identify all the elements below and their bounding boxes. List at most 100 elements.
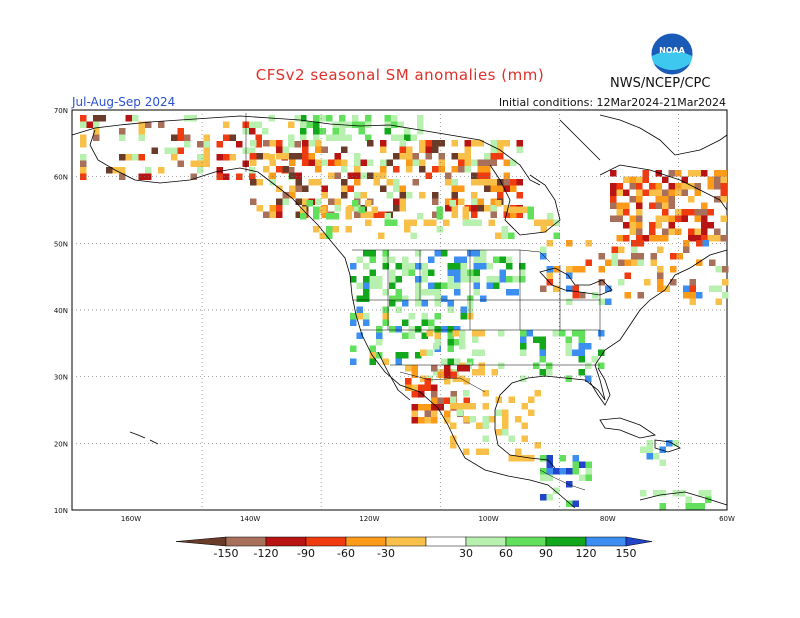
anomaly-cell — [605, 298, 612, 305]
anomaly-cell — [463, 378, 470, 385]
anomaly-cell — [354, 172, 361, 179]
anomaly-cell — [610, 196, 617, 203]
anomaly-cell — [501, 232, 508, 239]
anomaly-cell — [467, 358, 474, 365]
anomaly-cell — [546, 369, 553, 376]
anomaly-cell — [649, 235, 656, 242]
anomaly-cell — [269, 179, 276, 186]
anomaly-cell — [402, 332, 409, 339]
anomaly-cell — [444, 397, 451, 404]
anomaly-cell — [547, 219, 554, 226]
anomaly-cell — [662, 235, 669, 242]
anomaly-cell — [605, 285, 612, 292]
anomaly-cell — [345, 213, 352, 220]
anomaly-cell — [454, 289, 461, 296]
anomaly-cell — [519, 263, 526, 270]
anomaly-cell — [415, 282, 422, 289]
anomaly-cell — [698, 490, 705, 497]
anomaly-cell — [250, 153, 257, 160]
anomaly-cell — [393, 205, 400, 212]
anomaly-cell — [363, 313, 370, 320]
anomaly-cell — [203, 134, 210, 141]
anomaly-cell — [426, 330, 433, 337]
anomaly-cell — [300, 213, 307, 220]
anomaly-cell — [688, 183, 695, 190]
anomaly-cell — [190, 115, 197, 122]
anomaly-cell — [585, 362, 592, 369]
anomaly-cell — [313, 134, 320, 141]
anomaly-cell — [490, 211, 497, 218]
anomaly-cell — [158, 167, 165, 174]
anomaly-cell — [503, 172, 510, 179]
anomaly-cell — [681, 176, 688, 183]
anomaly-cell — [490, 146, 497, 153]
anomaly-cell — [501, 226, 508, 233]
anomaly-cell — [460, 256, 467, 263]
anomaly-cell — [391, 115, 398, 122]
anomaly-cell — [506, 276, 513, 283]
anomaly-cell — [683, 292, 690, 299]
anomaly-cell — [412, 159, 419, 166]
anomaly-cell — [421, 313, 428, 320]
anomaly-cell — [702, 240, 709, 247]
anomaly-cell — [477, 198, 484, 205]
anomaly-cell — [432, 198, 439, 205]
anomaly-cell — [636, 183, 643, 190]
anomaly-cell — [263, 211, 270, 218]
anomaly-cell — [662, 176, 669, 183]
anomaly-cell — [380, 211, 387, 218]
anomaly-cell — [302, 153, 309, 160]
anomaly-cell — [662, 189, 669, 196]
anomaly-cell — [650, 259, 657, 266]
anomaly-cell — [369, 256, 376, 263]
anomaly-cell — [476, 422, 483, 429]
anomaly-cell — [360, 172, 367, 179]
anomaly-cell — [389, 282, 396, 289]
anomaly-cell — [418, 417, 425, 424]
anomaly-cell — [289, 159, 296, 166]
anomaly-cell — [460, 306, 467, 313]
anomaly-cell — [540, 455, 547, 462]
anomaly-cell — [679, 490, 686, 497]
anomaly-cell — [683, 285, 690, 292]
anomaly-cell — [356, 313, 363, 320]
anomaly-cell — [578, 356, 585, 363]
anomaly-cell — [441, 326, 448, 333]
anomaly-cell — [447, 282, 454, 289]
anomaly-cell — [454, 263, 461, 270]
anomaly-cell — [406, 146, 413, 153]
anomaly-cell — [425, 146, 432, 153]
anomaly-cell — [668, 189, 675, 196]
anomaly-cell — [436, 226, 443, 233]
anomaly-cell — [313, 213, 320, 220]
anomaly-cell — [432, 166, 439, 173]
anomaly-cell — [417, 128, 424, 135]
anomaly-cell — [360, 192, 367, 199]
anomaly-cell — [662, 228, 669, 235]
anomaly-cell — [441, 282, 448, 289]
anomaly-cell — [444, 378, 451, 385]
anomaly-cell — [432, 192, 439, 199]
anomaly-cell — [426, 349, 433, 356]
anomaly-cell — [363, 319, 370, 326]
colorbar-segment — [225, 536, 267, 547]
anomaly-cell — [306, 121, 313, 128]
anomaly-cell — [190, 173, 197, 180]
anomaly-cell — [302, 198, 309, 205]
anomaly-cell — [657, 272, 664, 279]
anomaly-cell — [356, 282, 363, 289]
anomaly-cell — [369, 269, 376, 276]
anomaly-cell — [670, 266, 677, 273]
anomaly-cell — [164, 147, 171, 154]
anomaly-cell — [463, 448, 470, 455]
anomaly-cell — [367, 172, 374, 179]
anomaly-cell — [302, 140, 309, 147]
anomaly-cells — [80, 115, 729, 510]
anomaly-cell — [282, 146, 289, 153]
anomaly-cell — [197, 141, 204, 148]
anomaly-cell — [598, 298, 605, 305]
anomaly-cell — [477, 166, 484, 173]
anomaly-cell — [373, 172, 380, 179]
anomaly-cell — [158, 121, 165, 128]
anomaly-cell — [469, 416, 476, 423]
